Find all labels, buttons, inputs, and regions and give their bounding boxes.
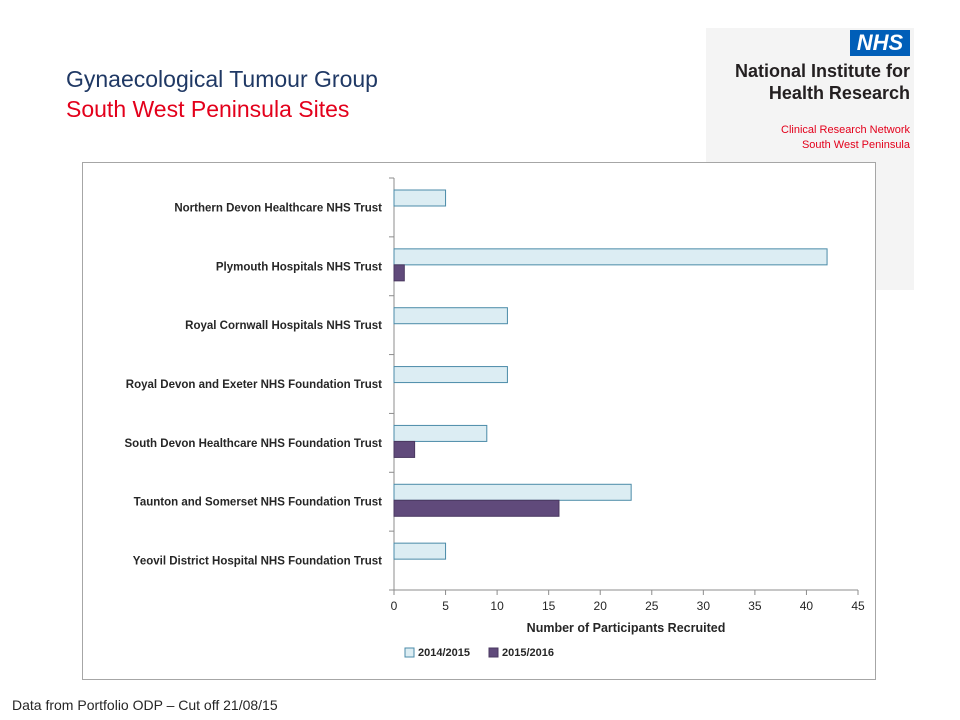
bar-2015-2016 [393,264,405,282]
y-category-label: Royal Cornwall Hospitals NHS Trust [185,320,382,332]
legend-swatch [488,647,499,658]
x-axis-title: Number of Participants Recruited [527,621,726,635]
crn-network-line1: Clinical Research Network [781,124,910,136]
legend-label: 2015/2016 [502,647,554,659]
bar-2014-2015 [393,542,447,560]
bar-2014-2015 [393,483,632,501]
nihr-org-line2: Health Research [768,83,910,103]
chart-frame: Northern Devon Healthcare NHS Trust Plymo… [82,162,876,680]
bar-2014-2015 [393,424,488,442]
y-category-label: Plymouth Hospitals NHS Trust [216,261,382,273]
slide-title-block: Gynaecological Tumour Group South West P… [66,64,378,124]
x-tick-label: 35 [748,599,762,613]
x-tick-label: 5 [442,599,449,613]
bar-2014-2015 [393,366,508,384]
bar-2014-2015 [393,307,508,325]
legend-swatch [404,647,415,658]
y-category-label: Royal Devon and Exeter NHS Foundation Tr… [126,379,382,391]
recruitment-bar-chart: Northern Devon Healthcare NHS Trust Plymo… [125,177,865,659]
legend-label: 2014/2015 [418,647,470,659]
nihr-org-name: National Institute for Health Research [735,60,910,104]
nhs-badge: NHS [850,30,910,56]
nihr-org-line1: National Institute for [735,61,910,81]
x-tick-label: 10 [490,599,504,613]
y-category-label: Yeovil District Hospital NHS Foundation … [133,556,382,568]
slide-title: Gynaecological Tumour Group [66,66,378,92]
footer-note: Data from Portfolio ODP – Cut off 21/08/… [12,697,278,713]
slide-subtitle: South West Peninsula Sites [66,96,350,122]
bar-2014-2015 [393,189,447,207]
y-category-label: South Devon Healthcare NHS Foundation Tr… [125,438,383,450]
bar-2014-2015 [393,248,828,266]
bar-2015-2016 [393,499,560,517]
crn-network-line2: South West Peninsula [801,139,910,151]
y-category-label: Taunton and Somerset NHS Foundation Trus… [134,497,382,509]
y-category-label: Northern Devon Healthcare NHS Trust [174,202,382,214]
x-tick-label: 30 [697,599,711,613]
crn-network-name: Clinical Research Network South West Pen… [781,123,910,153]
x-tick-label: 25 [645,599,659,613]
x-tick-label: 15 [542,599,556,613]
x-tick-label: 0 [391,599,398,613]
x-tick-label: 45 [851,599,865,613]
x-tick-label: 40 [800,599,814,613]
x-tick-label: 20 [594,599,608,613]
bar-2015-2016 [393,440,416,458]
